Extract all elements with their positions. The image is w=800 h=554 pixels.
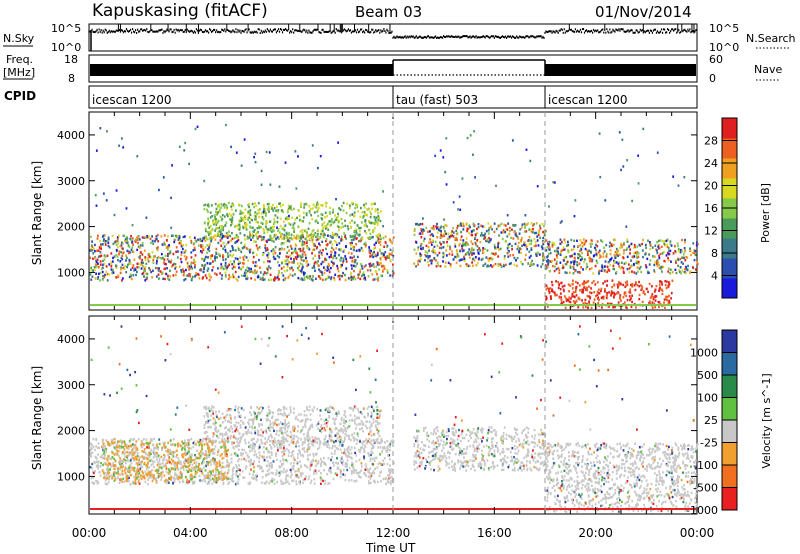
freq-trace	[90, 59, 696, 76]
velocity-colorbar-tick: 100	[697, 392, 718, 405]
nsky-tick-bottom: 10^0	[51, 41, 81, 54]
nsearch-tick-bottom: 10^0	[709, 41, 739, 54]
power-axes: 1000 2000 3000 4000	[57, 112, 698, 310]
velocity-colorbar-tick: 500	[697, 369, 718, 382]
y-tick-label: 4000	[57, 129, 85, 142]
nsearch-label: N.Search	[746, 32, 796, 45]
time-tick-label: 12:00	[376, 526, 411, 540]
velocity-ylabel: Slant Range [km]	[30, 366, 44, 470]
time-tick-label: 00:00	[72, 526, 107, 540]
time-tick-label: 04:00	[173, 526, 208, 540]
power-colorbar-tick: 28	[704, 135, 718, 148]
power-colorbar-label: Power [dB]	[759, 183, 772, 243]
nsky-tick-top: 10^5	[51, 22, 81, 35]
time-tick-label: 16:00	[477, 526, 512, 540]
y-tick-label: 2000	[57, 221, 85, 234]
y-tick-label: 3000	[57, 175, 85, 188]
velocity-colorbar-tick: -25	[700, 437, 718, 450]
nsky-noise-trace	[88, 24, 697, 51]
freq-strip-frame	[88, 54, 698, 83]
velocity-colorbar-tick: 25	[704, 414, 718, 427]
nsky-strip-frame	[88, 23, 698, 52]
velocity-colorbar-tick: 1000	[690, 347, 718, 360]
velocity-colorbar-label: Velocity [m s^-1]	[760, 373, 773, 468]
y-tick-label: 4000	[57, 333, 85, 346]
time-tick-label: 08:00	[274, 526, 309, 540]
power-ylabel: Slant Range [km]	[30, 161, 44, 265]
nave-tick-bottom: 0	[709, 72, 716, 85]
nsearch-tick-top: 10^5	[709, 22, 739, 35]
y-tick-label: 2000	[57, 425, 85, 438]
freq-tick-bottom: 8	[68, 72, 75, 85]
power-colorbar-tick: 16	[704, 202, 718, 215]
cpid-segment-label: tau (fast) 503	[396, 93, 478, 107]
power-colorbar-tick: 8	[711, 247, 718, 260]
time-tick-label: 00:00	[680, 526, 715, 540]
y-tick-label: 1000	[57, 470, 85, 483]
power-colorbar-tick: 4	[711, 270, 718, 283]
velocity-colorbar: 1000 500 100 25 -25 -100 -500 -1000	[686, 329, 738, 517]
y-tick-label: 3000	[57, 379, 85, 392]
y-tick-label: 1000	[57, 266, 85, 279]
cpid-segment-label: icescan 1200	[92, 93, 171, 107]
velocity-colorbar-tick: -500	[693, 482, 718, 495]
freq-unit: [MHz]	[3, 66, 35, 79]
cpid-segment-label: icescan 1200	[548, 93, 627, 107]
beam-title: Beam 03	[355, 3, 422, 21]
velocity-colorbar-tick: -100	[693, 459, 718, 472]
date-title: 01/Nov/2014	[595, 3, 692, 21]
nave-tick-top: 60	[709, 53, 723, 66]
power-colorbar-tick: 12	[704, 225, 718, 238]
power-colorbar-tick: 24	[704, 157, 718, 170]
nave-label: Nave	[754, 63, 782, 76]
power-colorbar-tick: 20	[704, 180, 718, 193]
cpid-segments: icescan 1200 tau (fast) 503 icescan 1200	[92, 86, 627, 108]
power-colorbar: 4 8 12 16 20 24 28	[704, 117, 738, 299]
freq-tick-top: 18	[64, 53, 78, 66]
freq-label: Freq.	[6, 53, 33, 66]
velocity-axes: 1000 2000 3000 4000	[57, 316, 698, 514]
time-tick-label: 20:00	[578, 526, 613, 540]
cpid-label: CPID	[4, 89, 36, 103]
nsky-label: N.Sky	[3, 32, 35, 45]
time-tick-labels: 00:00 04:00 08:00 12:00 16:00 20:00 00:00	[72, 526, 715, 540]
time-axis-label: Time UT	[365, 541, 416, 554]
station-title: Kapuskasing (fitACF)	[92, 1, 268, 21]
velocity-colorbar-tick: -1000	[686, 504, 718, 517]
